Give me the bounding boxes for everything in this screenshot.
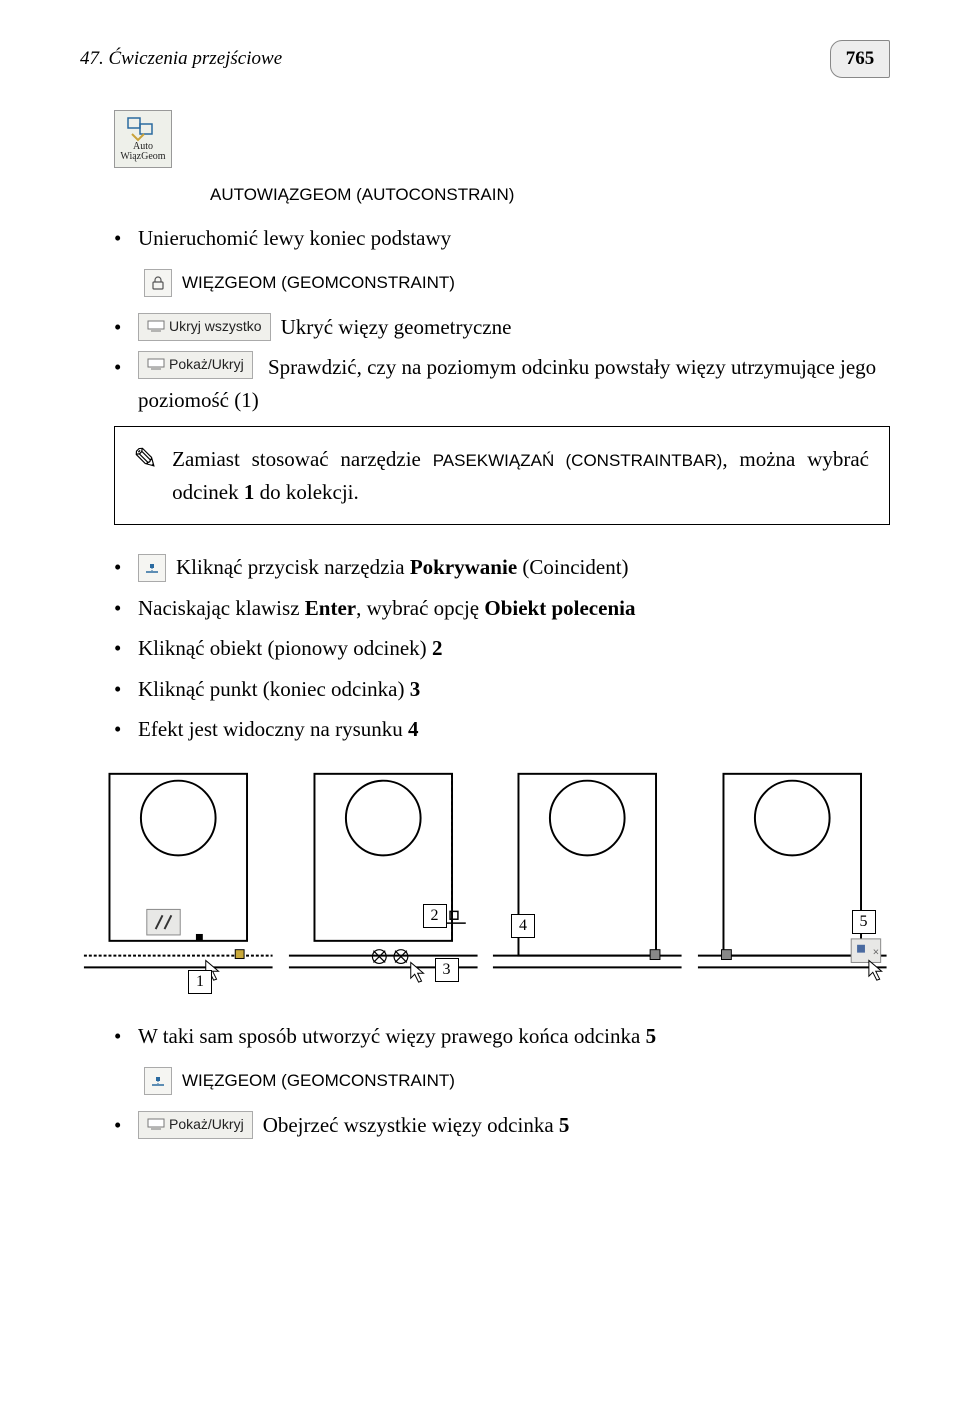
text-ukryc: Ukryć więzy geometryczne — [281, 311, 512, 344]
bullet: • — [114, 673, 138, 706]
fig-label-2: 2 — [423, 904, 447, 928]
fig-label-5: 5 — [852, 910, 876, 934]
figure-row: 1 — [80, 764, 890, 990]
coincident-icon — [144, 1067, 172, 1095]
bullet: • — [114, 1020, 138, 1053]
bullet: • — [114, 311, 138, 344]
text-kliknac-punkt: Kliknąć punkt (koniec odcinka) 3 — [138, 673, 890, 706]
bullet: • — [114, 632, 138, 665]
text-unieruchomic: Unieruchomić lewy koniec podstawy — [138, 222, 890, 255]
bullet: • — [114, 551, 138, 584]
text-obejrzec: Obejrzeć wszystkie więzy odcinka 5 — [263, 1109, 570, 1142]
pokaz-label-2: Pokaż/Ukryj — [169, 1114, 244, 1136]
pokaz-label: Pokaż/Ukryj — [169, 354, 244, 376]
fig-label-1: 1 — [188, 970, 212, 994]
figure-panel-1: 1 — [80, 764, 277, 990]
auto-wiazgeom-icon: Auto WiązGeom — [114, 110, 172, 168]
bullet: • — [114, 222, 138, 255]
autowiazgeom-text: AUTOWIĄZGEOM (AUTOCONSTRAIN) — [210, 185, 514, 205]
auto-wiazgeom-label: Auto WiązGeom — [120, 142, 165, 162]
figure-panel-2: 2 3 — [285, 764, 482, 990]
fig-label-4: 4 — [511, 914, 535, 938]
text-efekt: Efekt jest widoczny na rysunku 4 — [138, 713, 890, 746]
text-naciskajac: Naciskając klawisz Enter, wybrać opcję O… — [138, 592, 890, 625]
bullet: • — [114, 592, 138, 625]
coincident-icon — [138, 554, 166, 582]
note-box: ✎ Zamiast stosować narzędzie PASEKWIĄZAŃ… — [114, 426, 890, 525]
lock-icon — [144, 269, 172, 297]
script-icon: ✎ — [133, 445, 158, 475]
ukryj-label: Ukryj wszystko — [169, 316, 262, 338]
page-number: 765 — [830, 40, 890, 78]
text-kliknac-obiekt: Kliknąć obiekt (pionowy odcinek) 2 — [138, 632, 890, 665]
bullet: • — [114, 351, 138, 384]
ukryj-wszystko-button[interactable]: Ukryj wszystko — [138, 313, 271, 341]
fig-label-3: 3 — [435, 958, 459, 982]
figure-panel-3: 4 — [489, 764, 686, 990]
figure-panel-4: × 5 — [694, 764, 891, 990]
pokaz-ukryj-button-2[interactable]: Pokaż/Ukryj — [138, 1111, 253, 1139]
pokaz-ukryj-button[interactable]: Pokaż/Ukryj — [138, 351, 253, 379]
bullet: • — [114, 713, 138, 746]
page-header: 47. Ćwiczenia przejściowe — [80, 48, 830, 70]
wiezgeom-text-2: WIĘZGEOM (GEOMCONSTRAINT) — [182, 1071, 455, 1091]
text-wtaki: W taki sam sposób utworzyć więzy prawego… — [138, 1020, 890, 1053]
svg-text:×: × — [872, 947, 878, 959]
bullet: • — [114, 1109, 138, 1142]
wiezgeom-text: WIĘZGEOM (GEOMCONSTRAINT) — [182, 273, 455, 293]
